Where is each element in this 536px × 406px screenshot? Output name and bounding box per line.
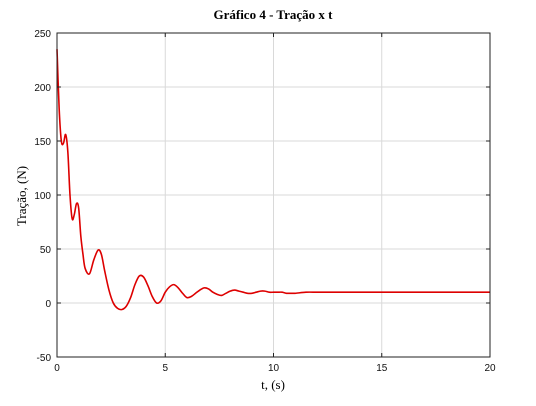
- y-axis-label: Tração, (N): [14, 166, 29, 226]
- y-tick-label: 150: [34, 137, 51, 148]
- series-layer: [56, 49, 490, 311]
- y-tick-label: 250: [34, 29, 51, 40]
- x-tick-label: 0: [54, 363, 60, 374]
- y-tick-label: -50: [37, 353, 52, 364]
- x-tick-label: 20: [484, 363, 496, 374]
- x-axis-label: t, (s): [261, 377, 285, 392]
- y-tick-label: 100: [34, 191, 51, 202]
- y-tick-label: 50: [40, 245, 52, 256]
- series-line: [56, 49, 490, 311]
- grid: [56, 32, 491, 358]
- y-tick-label: 0: [45, 299, 51, 310]
- chart-title: Gráfico 4 - Tração x t: [213, 7, 333, 22]
- x-tick-label: 5: [162, 363, 168, 374]
- x-tick-label: 10: [268, 363, 280, 374]
- y-tick-label: 200: [34, 83, 51, 94]
- x-tick-label: 15: [376, 363, 388, 374]
